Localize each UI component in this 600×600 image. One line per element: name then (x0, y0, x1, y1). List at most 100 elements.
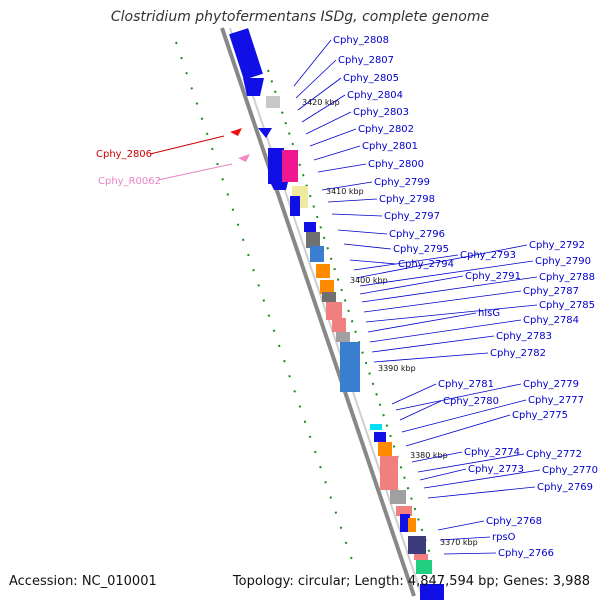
forward-labels: Cphy_2808 Cphy_2807 Cphy_2805 Cphy_2804 Cphy… (333, 35, 598, 559)
connector-line (391, 383, 437, 405)
connector-line (321, 181, 373, 191)
ruler-label: 3370 kbp (440, 538, 478, 547)
topology-label: Topology: circular; Length: 4,847,594 bp… (232, 574, 590, 589)
reverse-gene-label: Cphy_2806 (96, 149, 152, 160)
connector-line (363, 290, 522, 313)
gene-label: Cphy_2773 (468, 464, 524, 475)
connector-line (331, 213, 383, 217)
gene-label: Cphy_2798 (379, 194, 435, 205)
connector-line (371, 335, 495, 353)
reverse-gene-arrow-red (230, 128, 242, 136)
gene-label: Cphy_2772 (526, 449, 582, 460)
gene-label: Cphy_2790 (535, 256, 591, 267)
gene-label: rpsO (492, 532, 516, 543)
gene-label: Cphy_2784 (523, 315, 579, 326)
connector-line (361, 276, 538, 303)
gene-block (322, 292, 336, 302)
gene-block (282, 150, 298, 182)
gene-block (408, 518, 416, 532)
gene-block (229, 28, 263, 80)
gene-label: Cphy_2795 (393, 244, 449, 255)
gene-label: Cphy_2805 (343, 73, 399, 84)
gene-block (420, 584, 444, 600)
connector-line (343, 243, 392, 250)
ruler-label: 3380 kbp (410, 451, 448, 460)
forward-gene-track (229, 28, 444, 600)
gene-block (290, 196, 300, 216)
gene-block (336, 332, 350, 342)
gene-label: Cphy_2787 (523, 286, 579, 297)
map-title: Clostridium phytofermentans ISDg, comple… (110, 9, 490, 25)
gene-block (374, 432, 386, 442)
connector-line (423, 469, 541, 489)
gene-block (304, 222, 316, 232)
gene-block (306, 232, 320, 248)
gene-block (370, 424, 382, 430)
reverse-gene-arrow-pink (238, 154, 250, 162)
gene-label: Cphy_2777 (528, 395, 584, 406)
backbone-line (220, 27, 416, 597)
connector-line (439, 536, 491, 541)
gene-block (378, 442, 392, 456)
connector-line (297, 77, 342, 111)
gene-block (310, 246, 324, 262)
connector-line (427, 486, 536, 499)
connector-line (313, 145, 361, 161)
gene-label: Cphy_2796 (389, 229, 445, 240)
gene-arrow (243, 78, 264, 96)
reverse-gene-label: Cphy_R0062 (98, 176, 161, 187)
gene-block (416, 560, 432, 574)
gene-label: Cphy_2808 (333, 35, 389, 46)
gene-block (380, 456, 398, 490)
gene-block (266, 96, 280, 108)
connector-line (359, 275, 464, 295)
connector-line (405, 414, 511, 447)
gene-block (320, 280, 334, 294)
connector-line (353, 254, 459, 271)
ruler-label: 3420 kbp (302, 98, 340, 107)
gene-label: Cphy_2774 (464, 447, 520, 458)
connector-line (399, 400, 442, 421)
gene-label: Cphy_2802 (358, 124, 414, 135)
gene-label: Cphy_2782 (490, 348, 546, 359)
connector-line (295, 59, 337, 99)
gene-label: Cphy_2783 (496, 331, 552, 342)
gene-label: Cphy_2792 (529, 240, 585, 251)
connector-line (365, 304, 538, 323)
ruler-labels: 3420 kbp 3410 kbp 3400 kbp 3390 kbp 3380 kbp… (302, 98, 478, 547)
connector-line (349, 259, 397, 265)
gene-block (268, 148, 284, 184)
gene-block (340, 342, 360, 392)
gene-label: Cphy_2769 (537, 482, 593, 493)
gene-block (396, 506, 412, 516)
ruler-label: 3400 kbp (350, 276, 388, 285)
gene-block (316, 264, 330, 278)
gene-label: Cphy_2780 (443, 396, 499, 407)
gene-label: Cphy_2779 (523, 379, 579, 390)
gene-label: hisG (478, 308, 500, 319)
gene-block (400, 514, 410, 532)
gene-label: Cphy_2797 (384, 211, 440, 222)
connector-line (309, 128, 357, 147)
connector-line (367, 312, 477, 333)
connector-line (317, 163, 367, 173)
gene-label: Cphy_2807 (338, 55, 394, 66)
gene-label: Cphy_2775 (512, 410, 568, 421)
gene-label: Cphy_2804 (347, 90, 403, 101)
ruler-label: 3390 kbp (378, 364, 416, 373)
connector-line (149, 135, 225, 155)
gene-block (390, 490, 406, 504)
connector-line (437, 520, 485, 531)
connector-line (369, 319, 522, 343)
connector-line (157, 163, 233, 181)
gene-arrow (258, 128, 272, 138)
gene-label: Cphy_2803 (353, 107, 409, 118)
connector-line (359, 260, 534, 287)
gene-label: Cphy_2799 (374, 177, 430, 188)
gene-block (414, 554, 428, 560)
connector-line (419, 468, 467, 481)
gene-label: Cphy_2785 (539, 300, 595, 311)
connector-line (401, 399, 527, 433)
connector-line (411, 451, 463, 463)
